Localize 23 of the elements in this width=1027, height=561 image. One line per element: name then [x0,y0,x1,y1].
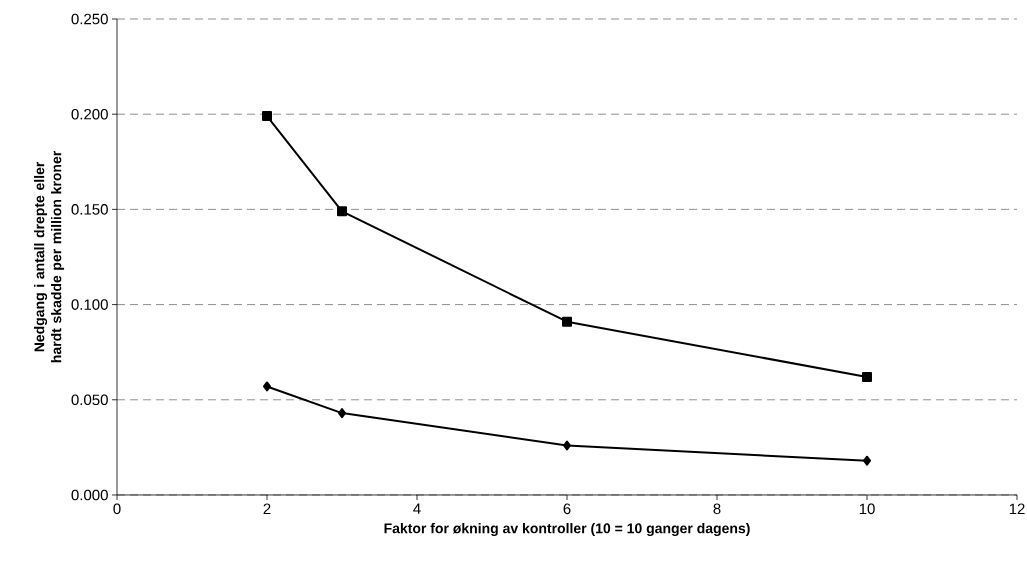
point [262,111,273,122]
x-tick-label: 4 [413,503,421,514]
x-tick-label: 10 [859,503,875,515]
x-tick-label: 8 [713,503,721,515]
y-tick-label: 0.100 [71,299,108,310]
point [563,440,571,451]
y-tick-label: 0.200 [71,108,108,120]
point [862,371,872,382]
point [562,316,572,327]
y-tick-label: 0.000 [71,489,108,501]
point [863,455,871,466]
point [337,206,348,217]
x-axis-title: Faktor for økning av kontroller (10 = 10 ganger dagens) [384,523,750,537]
x-tick-label: 0 [113,503,121,515]
y-tick-label: 0.150 [71,204,108,215]
point [338,408,347,419]
x-tick-label: 6 [563,503,571,515]
x-tick-label: 2 [263,503,271,514]
y-axis-title: Nedgang i antall drepte eller hardt skadde per million kroner [34,151,65,363]
point [263,381,272,392]
x-tick-label: 12 [1009,503,1025,514]
y-tick-label: 0.250 [71,13,108,25]
y-tick-label: 0.050 [71,394,108,406]
